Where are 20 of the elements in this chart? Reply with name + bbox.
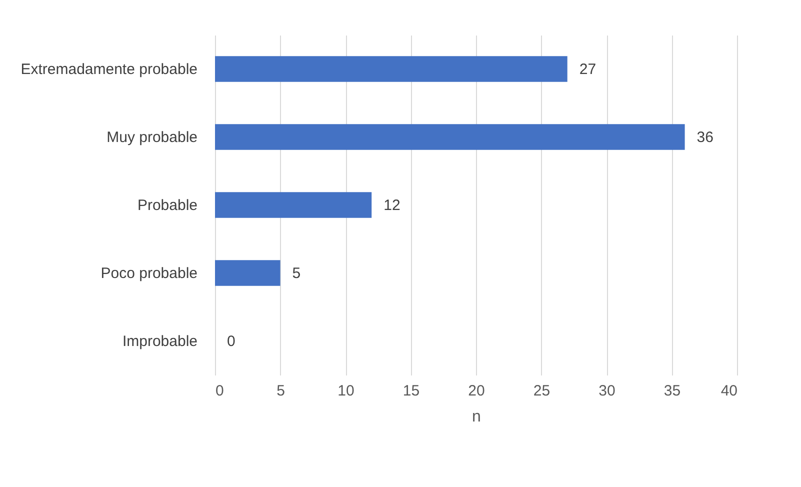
y-tick-label: Probable [137, 197, 198, 214]
x-tick-label: 15 [402, 382, 420, 400]
data-label: 0 [227, 333, 236, 350]
x-tick-label: 35 [664, 382, 681, 400]
data-label: 12 [384, 197, 400, 214]
x-axis-title: n [472, 408, 481, 426]
x-tick-label: 0 [216, 382, 224, 400]
x-tick-label: 10 [338, 382, 354, 400]
y-tick-label: Poco probable [100, 265, 198, 282]
y-tick-label: Improbable [122, 333, 198, 350]
x-tick-label: 40 [720, 382, 738, 400]
data-label: 27 [579, 61, 596, 78]
x-tick-label: 20 [468, 382, 485, 400]
x-tick-label: 5 [276, 382, 285, 400]
y-tick-label: Muy probable [106, 129, 198, 146]
y-tick-label: Extremadamente probable [20, 61, 198, 78]
x-tick-label: 25 [533, 382, 550, 400]
data-label: 5 [292, 265, 301, 282]
x-tick-label: 30 [598, 382, 616, 400]
data-label: 36 [696, 129, 714, 146]
